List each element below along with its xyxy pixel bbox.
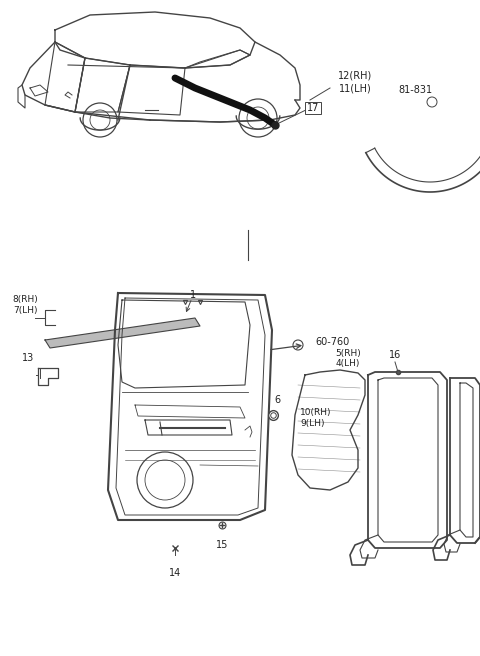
Text: 14: 14 [169, 568, 181, 578]
Text: 13: 13 [22, 353, 34, 363]
Text: 60-760: 60-760 [315, 337, 349, 347]
Text: 17: 17 [307, 103, 319, 113]
Text: 5(RH)
4(LH): 5(RH) 4(LH) [335, 348, 361, 368]
Text: 16: 16 [389, 350, 401, 360]
Text: 10(RH)
9(LH): 10(RH) 9(LH) [300, 408, 332, 428]
Text: 8(RH)
7(LH): 8(RH) 7(LH) [12, 295, 38, 315]
Text: 6: 6 [274, 395, 280, 405]
Text: 1: 1 [190, 290, 196, 300]
Text: 81-831: 81-831 [398, 85, 432, 95]
Text: 12(RH)
11(LH): 12(RH) 11(LH) [338, 71, 372, 93]
Polygon shape [45, 318, 200, 348]
Text: 15: 15 [216, 540, 228, 550]
